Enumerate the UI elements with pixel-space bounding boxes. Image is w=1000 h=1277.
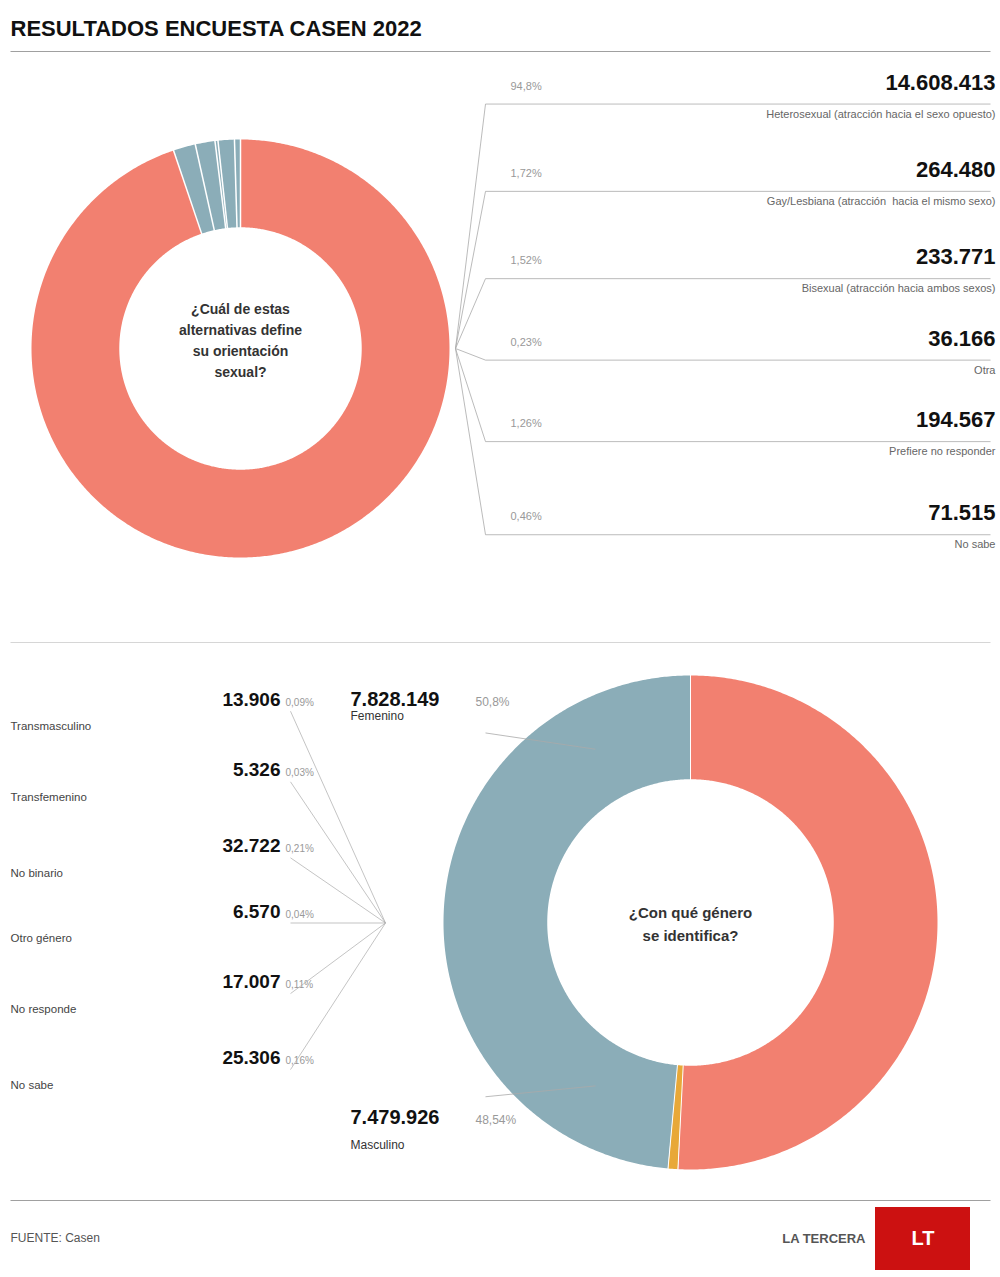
svg-text:Gay/Lesbiana (atracción hacia: Gay/Lesbiana (atracción hacia el mismo s… (767, 195, 996, 207)
svg-text:RESULTADOS ENCUESTA CASEN 2022: RESULTADOS ENCUESTA CASEN 2022 (11, 16, 422, 41)
svg-text:Transfemenino: Transfemenino (11, 791, 87, 803)
svg-text:13.90613906: 13.90613906 (222, 689, 280, 710)
svg-text:Otro género: Otro género (11, 932, 72, 944)
svg-text:264.480264480: 264.480264480 (916, 157, 996, 182)
svg-text:No binario: No binario (11, 867, 63, 879)
svg-text:LT: LT (912, 1227, 935, 1249)
svg-text:1,52%: 1,52% (511, 254, 542, 266)
svg-text:71.51571515: 71.51571515 (928, 500, 995, 525)
svg-text:50,8%: 50,8% (476, 695, 510, 709)
svg-text:5.3265326: 5.3265326 (233, 759, 281, 780)
svg-text:0,23%: 0,23% (511, 336, 542, 348)
svg-text:6.5706570: 6.5706570 (233, 901, 281, 922)
svg-text:¿Cuál de estasalternativas def: ¿Cuál de estasalternativas definesu orie… (179, 301, 302, 380)
svg-text:¿Con qué génerose identifica?: ¿Con qué génerose identifica? (629, 904, 752, 944)
svg-text:32.72232722: 32.72232722 (222, 835, 280, 856)
svg-text:No sabe: No sabe (11, 1079, 54, 1091)
svg-text:LA TERCERA: LA TERCERA (782, 1231, 866, 1246)
svg-text:1,72%: 1,72% (511, 167, 542, 179)
svg-text:Heterosexual (atracción hacia: Heterosexual (atracción hacia el sexo op… (766, 108, 995, 120)
svg-text:1,26%: 1,26% (511, 417, 542, 429)
svg-text:17.00717007: 17.00717007 (222, 971, 280, 992)
svg-text:0,04%: 0,04% (286, 909, 314, 920)
svg-text:0,09%: 0,09% (286, 697, 314, 708)
svg-text:14.608.41314608413: 14.608.41314608413 (885, 70, 995, 95)
svg-text:No responde: No responde (11, 1003, 77, 1015)
svg-text:0,03%: 0,03% (286, 767, 314, 778)
svg-text:Masculino: Masculino (351, 1138, 405, 1152)
svg-text:0,11%: 0,11% (286, 979, 314, 990)
svg-text:FUENTE: Casen: FUENTE: Casen (11, 1231, 100, 1245)
svg-text:Prefiere no responder: Prefiere no responder (889, 445, 996, 457)
svg-text:Otra: Otra (974, 364, 996, 376)
svg-text:233.771233771: 233.771233771 (916, 244, 996, 269)
svg-text:48,54%: 48,54% (476, 1113, 517, 1127)
svg-text:7.828.1497828149: 7.828.1497828149 (351, 688, 440, 710)
svg-text:7.479.9267479926: 7.479.9267479926 (351, 1106, 440, 1128)
svg-text:0,21%: 0,21% (286, 843, 314, 854)
svg-text:No sabe: No sabe (955, 538, 996, 550)
svg-text:Transmasculino: Transmasculino (11, 720, 92, 732)
svg-text:94,8%: 94,8% (511, 80, 542, 92)
svg-text:0,16%: 0,16% (286, 1055, 314, 1066)
svg-text:25.30625306: 25.30625306 (222, 1047, 280, 1068)
svg-text:Bisexual (atracción hacia ambo: Bisexual (atracción hacia ambos sexos) (802, 282, 996, 294)
svg-text:194.567194567: 194.567194567 (916, 407, 996, 432)
svg-text:36.16636166: 36.16636166 (928, 326, 995, 351)
svg-text:Femenino: Femenino (351, 709, 405, 723)
svg-text:0,46%: 0,46% (511, 510, 542, 522)
